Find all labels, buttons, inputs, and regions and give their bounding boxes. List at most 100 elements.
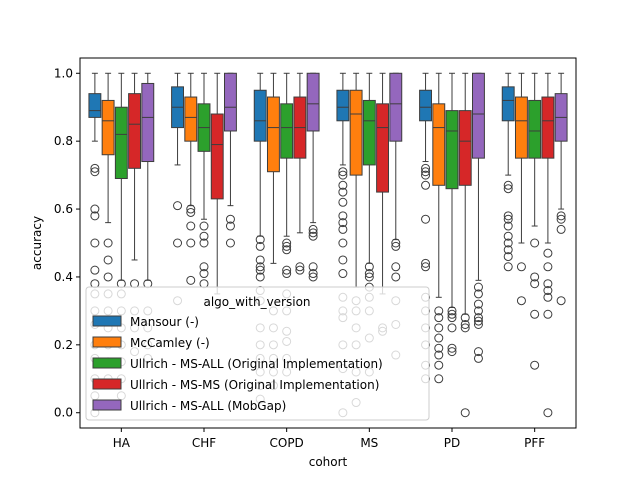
outlier-point bbox=[473, 282, 483, 292]
outlier-point bbox=[460, 313, 470, 323]
box-pd-series-2 bbox=[445, 72, 459, 357]
outlier-point bbox=[90, 265, 100, 275]
x-tick-label: PFF bbox=[524, 436, 545, 450]
legend-swatch bbox=[92, 336, 122, 348]
outlier-point bbox=[338, 218, 348, 228]
outlier-point bbox=[460, 323, 470, 333]
outlier-point bbox=[473, 347, 483, 357]
box-body bbox=[128, 93, 142, 169]
x-axis-ticks: HA CHF COPD MS PD PFF bbox=[113, 428, 545, 450]
outlier-point bbox=[295, 265, 305, 275]
legend-swatch bbox=[92, 378, 122, 390]
outlier-point bbox=[503, 238, 513, 248]
box-body bbox=[141, 82, 155, 163]
legend-entry: Ullrich - MS-ALL (Original Implementatio… bbox=[92, 357, 383, 371]
outlier-point bbox=[473, 289, 483, 299]
outlier-point bbox=[282, 241, 292, 251]
outlier-point bbox=[421, 214, 431, 224]
box-body bbox=[253, 89, 267, 142]
outlier-point bbox=[103, 272, 113, 282]
outlier-point bbox=[199, 221, 209, 231]
axes-frame bbox=[79, 57, 577, 429]
outlier-point bbox=[308, 269, 318, 279]
outlier-point bbox=[308, 231, 318, 241]
outlier-point bbox=[338, 170, 348, 180]
outlier-point bbox=[460, 319, 470, 329]
outlier-point bbox=[295, 262, 305, 272]
box-body bbox=[336, 89, 350, 122]
outlier-point bbox=[255, 255, 265, 265]
box-body bbox=[432, 103, 446, 186]
box-body bbox=[472, 72, 485, 159]
x-tick-label: CHF bbox=[192, 436, 216, 450]
outlier-point bbox=[186, 238, 196, 248]
outlier-point bbox=[199, 269, 209, 279]
box-body bbox=[541, 96, 555, 159]
outlier-point bbox=[473, 353, 483, 363]
outlier-point bbox=[255, 265, 265, 275]
outlier-point bbox=[543, 248, 553, 258]
outlier-point bbox=[338, 269, 348, 279]
outlier-point bbox=[173, 201, 183, 211]
box-body bbox=[101, 99, 115, 156]
outlier-point bbox=[473, 316, 483, 326]
box-chf-series-1 bbox=[184, 72, 198, 285]
legend-frame bbox=[85, 286, 430, 421]
legend-label: Ullrich - MS-ALL (MobGap) bbox=[130, 399, 286, 413]
outlier-point bbox=[338, 187, 348, 197]
outlier-point bbox=[308, 224, 318, 234]
outlier-point bbox=[103, 255, 113, 265]
outlier-point bbox=[503, 211, 513, 221]
legend-swatch bbox=[92, 357, 122, 369]
outlier-point bbox=[543, 408, 553, 418]
box-body bbox=[514, 96, 528, 159]
legend-label: Ullrich - MS-ALL (Original Implementatio… bbox=[130, 357, 383, 371]
outlier-point bbox=[282, 245, 292, 255]
outlier-point bbox=[364, 262, 374, 272]
x-tick-label: PD bbox=[444, 436, 460, 450]
box-body bbox=[458, 110, 472, 186]
legend-label: McCamley (-) bbox=[130, 336, 210, 350]
outlier-point bbox=[503, 245, 513, 255]
outlier-point bbox=[434, 360, 444, 370]
outlier-point bbox=[473, 319, 483, 329]
outlier-point bbox=[282, 238, 292, 248]
y-tick-label: 0.4 bbox=[54, 270, 73, 284]
outlier-point bbox=[421, 180, 431, 190]
outlier-point bbox=[391, 238, 401, 248]
box-body bbox=[88, 93, 102, 118]
outlier-point bbox=[225, 214, 235, 224]
outlier-point bbox=[473, 299, 483, 309]
outlier-point bbox=[473, 306, 483, 316]
outlier-point bbox=[391, 241, 401, 251]
outlier-point bbox=[447, 306, 457, 316]
outlier-point bbox=[186, 275, 196, 285]
y-tick-label: 0.6 bbox=[54, 202, 73, 216]
outlier-point bbox=[503, 252, 513, 262]
box-body bbox=[266, 96, 280, 173]
outlier-point bbox=[543, 292, 553, 302]
outlier-point bbox=[421, 258, 431, 268]
box-body bbox=[389, 72, 403, 142]
box-body bbox=[306, 72, 320, 132]
legend: algo_with_version Mansour (-) McCamley (-… bbox=[85, 286, 430, 421]
box-chf-series-2 bbox=[197, 72, 211, 289]
outlier-point bbox=[364, 269, 374, 279]
legend-label: Ullrich - MS-MS (Original Implementation… bbox=[130, 378, 379, 392]
box-body bbox=[445, 110, 459, 190]
box-pff-series-0 bbox=[501, 72, 515, 272]
outlier-point bbox=[556, 224, 566, 234]
outlier-point bbox=[338, 224, 348, 234]
outlier-point bbox=[503, 262, 513, 272]
legend-entry: McCamley (-) bbox=[92, 336, 210, 350]
outlier-point bbox=[473, 313, 483, 323]
outlier-point bbox=[186, 204, 196, 214]
outlier-point bbox=[460, 408, 470, 418]
y-tick-label: 1.0 bbox=[54, 66, 73, 80]
outlier-point bbox=[556, 214, 566, 224]
outlier-point bbox=[338, 167, 348, 177]
box-chf-series-3 bbox=[210, 72, 224, 295]
outlier-point bbox=[282, 265, 292, 275]
outlier-point bbox=[543, 262, 553, 272]
outlier-point bbox=[447, 343, 457, 353]
